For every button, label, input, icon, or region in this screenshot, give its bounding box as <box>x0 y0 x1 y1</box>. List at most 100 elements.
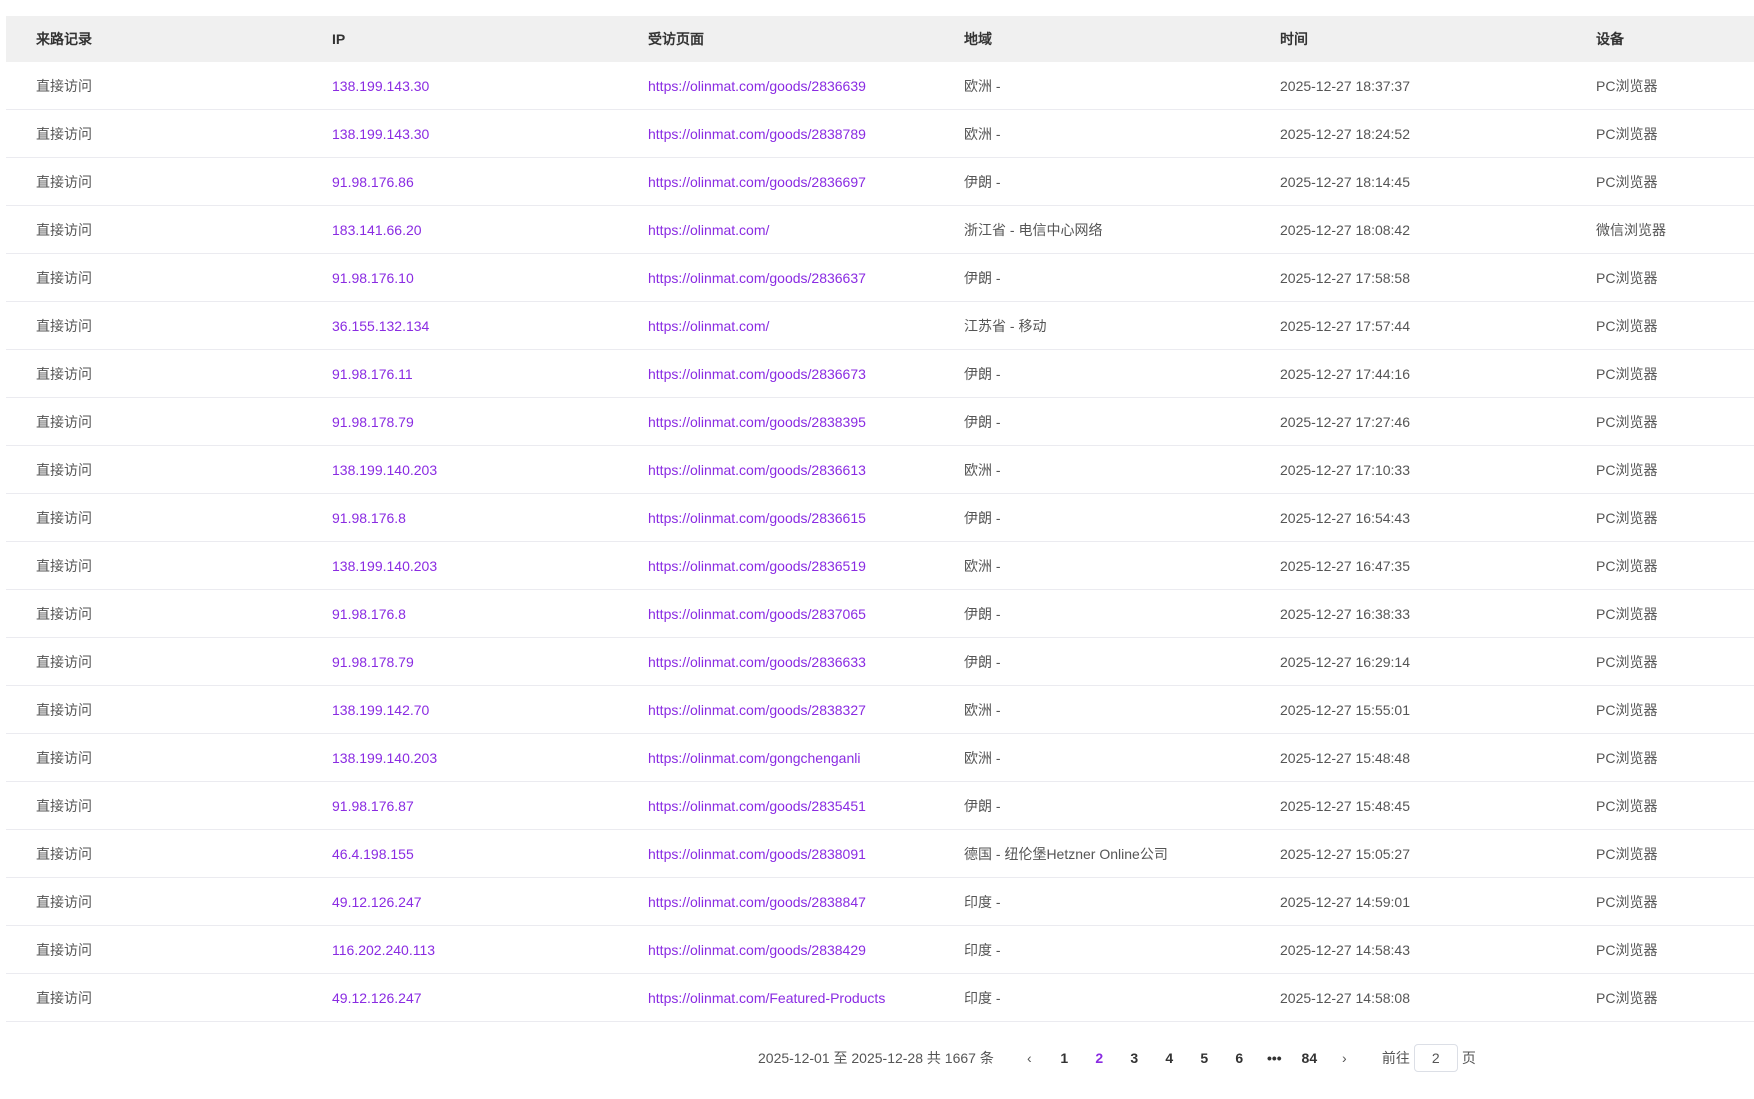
cell-region: 印度 - <box>964 989 1001 1006</box>
cell-ip[interactable]: 49.12.126.247 <box>332 893 422 910</box>
cell-visited-page[interactable]: https://olinmat.com/goods/2838395 <box>648 413 866 430</box>
cell-ip[interactable]: 49.12.126.247 <box>332 989 422 1006</box>
cell-ip[interactable]: 91.98.176.11 <box>332 365 413 382</box>
cell-visited-page[interactable]: https://olinmat.com/goods/2836615 <box>648 509 866 526</box>
cell-visited-page[interactable]: https://olinmat.com/goods/2836637 <box>648 269 866 286</box>
cell-ip[interactable]: 183.141.66.20 <box>332 221 422 238</box>
cell-referrer: 直接访问 <box>36 989 92 1006</box>
cell-ip[interactable]: 91.98.176.8 <box>332 605 406 622</box>
cell-ip[interactable]: 138.199.143.30 <box>332 77 430 94</box>
cell-device: PC浏览器 <box>1596 413 1658 430</box>
cell-referrer: 直接访问 <box>36 221 92 238</box>
cell-visited-page[interactable]: https://olinmat.com/gongchenganli <box>648 749 861 766</box>
goto-page-input[interactable] <box>1413 1044 1458 1072</box>
cell-time: 2025-12-27 18:37:37 <box>1280 77 1410 94</box>
cell-ip[interactable]: 138.199.140.203 <box>332 461 438 478</box>
cell-time: 2025-12-27 14:58:43 <box>1280 941 1410 958</box>
more-pages-button[interactable]: ••• <box>1266 1050 1282 1066</box>
cell-visited-page[interactable]: https://olinmat.com/goods/2836613 <box>648 461 866 478</box>
table-header: 来路记录 IP 受访页面 地域 时间 设备 <box>6 16 1754 62</box>
cell-ip[interactable]: 46.4.198.155 <box>332 845 414 862</box>
cell-time: 2025-12-27 18:24:52 <box>1280 125 1410 142</box>
cell-ip[interactable]: 138.199.140.203 <box>332 749 438 766</box>
cell-visited-page[interactable]: https://olinmat.com/goods/2838327 <box>648 701 866 718</box>
cell-ip[interactable]: 91.98.178.79 <box>332 653 414 670</box>
table-row: 直接访问 49.12.126.247 https://olinmat.com/goo… <box>6 878 1754 926</box>
column-header-region: 地域 <box>964 31 992 47</box>
table-row: 直接访问 138.199.143.30 https://olinmat.com/go… <box>6 62 1754 110</box>
cell-time: 2025-12-27 16:38:33 <box>1280 605 1410 622</box>
cell-device: PC浏览器 <box>1596 749 1658 766</box>
cell-region: 伊朗 - <box>964 653 1001 670</box>
cell-referrer: 直接访问 <box>36 605 92 622</box>
table-row: 直接访问 91.98.176.11 https://olinmat.com/good… <box>6 350 1754 398</box>
cell-time: 2025-12-27 17:44:16 <box>1280 365 1410 382</box>
cell-ip[interactable]: 91.98.176.86 <box>332 173 414 190</box>
cell-referrer: 直接访问 <box>36 653 92 670</box>
cell-visited-page[interactable]: https://olinmat.com/goods/2835451 <box>648 797 866 814</box>
cell-time: 2025-12-27 18:08:42 <box>1280 221 1410 238</box>
page-button-84[interactable]: 84 <box>1301 1050 1318 1066</box>
cell-referrer: 直接访问 <box>36 797 92 814</box>
cell-ip[interactable]: 138.199.142.70 <box>332 701 430 718</box>
cell-visited-page[interactable]: https://olinmat.com/goods/2837065 <box>648 605 866 622</box>
cell-time: 2025-12-27 18:14:45 <box>1280 173 1410 190</box>
cell-ip[interactable]: 91.98.176.87 <box>332 797 414 814</box>
cell-device: PC浏览器 <box>1596 989 1658 1006</box>
cell-referrer: 直接访问 <box>36 509 92 526</box>
page-button-2[interactable]: 2 <box>1095 1050 1104 1066</box>
cell-ip[interactable]: 138.199.143.30 <box>332 125 430 142</box>
cell-referrer: 直接访问 <box>36 557 92 574</box>
cell-visited-page[interactable]: https://olinmat.com/goods/2838789 <box>648 125 866 142</box>
page-button-6[interactable]: 6 <box>1235 1050 1244 1066</box>
cell-ip[interactable]: 36.155.132.134 <box>332 317 430 334</box>
cell-referrer: 直接访问 <box>36 365 92 382</box>
cell-time: 2025-12-27 16:47:35 <box>1280 557 1410 574</box>
column-header-ip: IP <box>332 31 346 47</box>
cell-time: 2025-12-27 15:48:45 <box>1280 797 1410 814</box>
cell-region: 印度 - <box>964 941 1001 958</box>
table-row: 直接访问 46.4.198.155 https://olinmat.com/good… <box>6 830 1754 878</box>
cell-visited-page[interactable]: https://olinmat.com/goods/2836633 <box>648 653 866 670</box>
cell-visited-page[interactable]: https://olinmat.com/ <box>648 317 770 334</box>
cell-visited-page[interactable]: https://olinmat.com/goods/2838847 <box>648 893 866 910</box>
cell-device: PC浏览器 <box>1596 365 1658 382</box>
cell-ip[interactable]: 91.98.178.79 <box>332 413 414 430</box>
prev-page-button[interactable]: ‹ <box>1012 1050 1047 1066</box>
cell-device: PC浏览器 <box>1596 893 1658 910</box>
cell-visited-page[interactable]: https://olinmat.com/goods/2838091 <box>648 845 866 862</box>
cell-region: 伊朗 - <box>964 269 1001 286</box>
page-button-1[interactable]: 1 <box>1060 1050 1069 1066</box>
cell-referrer: 直接访问 <box>36 749 92 766</box>
chevron-left-icon: ‹ <box>1026 1050 1032 1066</box>
cell-ip[interactable]: 138.199.140.203 <box>332 557 438 574</box>
cell-referrer: 直接访问 <box>36 461 92 478</box>
cell-visited-page[interactable]: https://olinmat.com/ <box>648 221 770 238</box>
page-button-5[interactable]: 5 <box>1200 1050 1209 1066</box>
cell-visited-page[interactable]: https://olinmat.com/goods/2836697 <box>648 173 866 190</box>
pagination-summary: 2025-12-01 至 2025-12-28 共 1667 条 <box>758 1050 994 1066</box>
page-button-4[interactable]: 4 <box>1165 1050 1174 1066</box>
next-page-button[interactable]: › <box>1327 1050 1362 1066</box>
column-header-time: 时间 <box>1280 31 1308 47</box>
table-row: 直接访问 91.98.176.10 https://olinmat.com/good… <box>6 254 1754 302</box>
page-button-3[interactable]: 3 <box>1130 1050 1139 1066</box>
cell-referrer: 直接访问 <box>36 413 92 430</box>
cell-region: 伊朗 - <box>964 413 1001 430</box>
table-row: 直接访问 138.199.143.30 https://olinmat.com/go… <box>6 110 1754 158</box>
cell-visited-page[interactable]: https://olinmat.com/goods/2836673 <box>648 365 866 382</box>
cell-device: PC浏览器 <box>1596 461 1658 478</box>
cell-device: PC浏览器 <box>1596 653 1658 670</box>
cell-time: 2025-12-27 16:29:14 <box>1280 653 1410 670</box>
cell-ip[interactable]: 91.98.176.10 <box>332 269 414 286</box>
cell-visited-page[interactable]: https://olinmat.com/goods/2836519 <box>648 557 866 574</box>
cell-time: 2025-12-27 14:59:01 <box>1280 893 1410 910</box>
cell-referrer: 直接访问 <box>36 701 92 718</box>
cell-visited-page[interactable]: https://olinmat.com/goods/2836639 <box>648 77 866 94</box>
cell-ip[interactable]: 116.202.240.113 <box>332 941 436 958</box>
cell-time: 2025-12-27 15:55:01 <box>1280 701 1410 718</box>
cell-ip[interactable]: 91.98.176.8 <box>332 509 406 526</box>
cell-visited-page[interactable]: https://olinmat.com/goods/2838429 <box>648 941 866 958</box>
cell-time: 2025-12-27 16:54:43 <box>1280 509 1410 526</box>
cell-visited-page[interactable]: https://olinmat.com/Featured-Products <box>648 989 886 1006</box>
